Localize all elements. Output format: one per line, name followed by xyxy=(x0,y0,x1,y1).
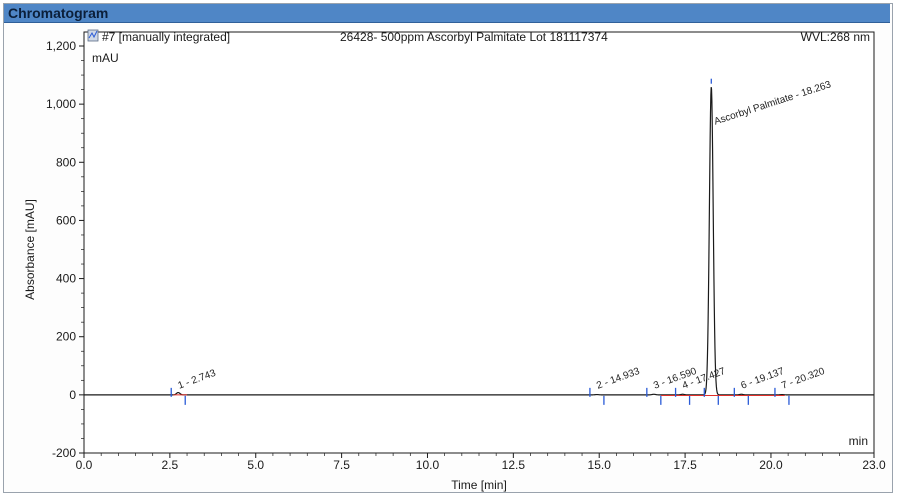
y-tick-label: 1,200 xyxy=(46,39,76,53)
x-tick-label: 5.0 xyxy=(247,458,264,472)
x-unit-corner-label: min xyxy=(849,434,868,448)
injection-label: #7 [manually integrated] xyxy=(102,30,230,44)
x-tick-label: 20.0 xyxy=(759,458,783,472)
y-tick-label: 1,000 xyxy=(46,97,76,111)
sample-name: 26428- 500ppm Ascorbyl Palmitate Lot 181… xyxy=(340,30,608,44)
chromatogram-icon xyxy=(87,29,99,42)
x-tick-label: 15.0 xyxy=(588,458,612,472)
y-tick-label: -200 xyxy=(52,446,76,460)
x-axis-title: Time [min] xyxy=(451,478,507,492)
unit-label: mAU xyxy=(92,51,119,65)
y-tick-label: 200 xyxy=(56,330,76,344)
plot-area xyxy=(83,31,875,454)
y-tick-label: 0 xyxy=(69,388,76,402)
y-tick-label: 600 xyxy=(56,213,76,227)
x-tick-label: 7.5 xyxy=(333,458,350,472)
x-tick-label: 12.5 xyxy=(502,458,526,472)
y-axis-title: Absorbance [mAU] xyxy=(23,199,37,300)
x-tick-label: 2.5 xyxy=(162,458,179,472)
x-tick-label: 23.0 xyxy=(862,458,886,472)
x-tick-label: 17.5 xyxy=(673,458,697,472)
wavelength-label: WVL:268 nm xyxy=(801,30,870,44)
x-tick-label: 0.0 xyxy=(76,458,93,472)
y-tick-label: 800 xyxy=(56,155,76,169)
y-tick-label: 400 xyxy=(56,272,76,286)
chromatogram-trace xyxy=(84,87,874,396)
panel-title: Chromatogram xyxy=(8,5,109,21)
panel-title-bar: Chromatogram xyxy=(4,4,890,23)
x-tick-label: 10.0 xyxy=(416,458,440,472)
